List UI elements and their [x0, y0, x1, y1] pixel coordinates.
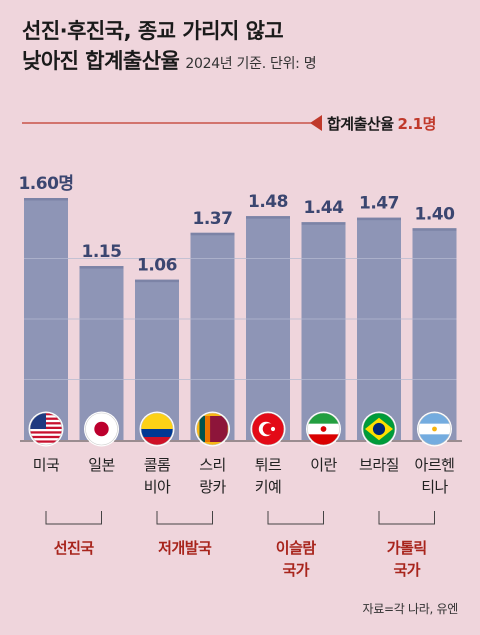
flag-band-blue [141, 429, 173, 437]
flag-stripe [30, 435, 62, 439]
group-label: 국가 [282, 561, 309, 579]
bar [246, 216, 290, 440]
category-label: 키예 [255, 478, 282, 496]
group-label: 국가 [393, 561, 420, 579]
value-label: 1.15 [82, 242, 122, 262]
category-label: 브라질 [359, 456, 399, 474]
group-bracket [156, 511, 213, 525]
value-label: 1.48 [248, 192, 288, 212]
flag-band-green [307, 413, 340, 424]
value-label: 1.44 [304, 198, 345, 218]
value-label: 1.47 [359, 194, 399, 214]
source-note: 자료=각 나라, 유엔 [362, 602, 459, 616]
flag-panel [210, 416, 228, 442]
bar [412, 228, 457, 440]
reference-arrow-icon [310, 115, 322, 131]
flag-band-orange [205, 416, 211, 442]
category-label: 콜롬 [144, 456, 171, 474]
value-label: 1.60명 [18, 174, 73, 194]
flag-stripe [30, 440, 62, 443]
flag-outline [196, 412, 229, 446]
reference-label: 합계출산율 2.1명 [327, 115, 436, 133]
chart-title: 선진·후진국, 종교 가리지 않고 낮아진 합계출산율 2024년 기준. 단위:… [22, 16, 317, 79]
group-label: 선진국 [54, 539, 95, 557]
value-label: 1.40 [415, 204, 456, 224]
category-label: 랑카 [199, 478, 226, 496]
category-label: 비아 [144, 478, 171, 496]
bar-top-edge [357, 217, 401, 221]
category-label: 아르헨 [415, 456, 455, 474]
category-label: 스리 [199, 456, 226, 474]
bar-top-edge [79, 266, 124, 269]
japan-flag-icon [85, 413, 118, 445]
flag-band-blue [418, 413, 451, 424]
bar [357, 217, 401, 440]
flag-outline [418, 412, 451, 446]
category-label: 미국 [33, 456, 60, 474]
category-label: 일본 [88, 456, 115, 474]
bar [301, 222, 346, 440]
flag-band-red [141, 437, 173, 445]
group-label: 이슬람 [276, 539, 317, 557]
flag-emblem [320, 426, 327, 432]
group-bracket [267, 511, 324, 525]
group-label: 저개발국 [158, 539, 212, 557]
flag-star [270, 426, 276, 432]
bar-top-edge [135, 279, 179, 283]
category-label: 튀르 [255, 456, 282, 474]
reference-value: 2.1명 [398, 115, 436, 133]
bar [190, 232, 235, 440]
brazil-flag-icon [363, 413, 395, 445]
flag-outline [251, 412, 285, 446]
value-label: 1.06 [137, 256, 177, 276]
bar-top-edge [301, 222, 346, 225]
argentina-flag-icon [418, 413, 451, 445]
category-label: 티나 [421, 478, 448, 496]
bar [79, 266, 124, 440]
title-line-1: 선진·후진국, 종교 가리지 않고 [22, 19, 284, 43]
bar-top-edge [24, 198, 68, 201]
value-label: 1.37 [193, 209, 233, 229]
category-label: 이란 [310, 456, 337, 474]
flag-band-yellow [141, 413, 173, 429]
flag-outline [29, 412, 63, 446]
bar-top-edge [412, 228, 457, 231]
bar-top-edge [190, 232, 235, 236]
flag-band-red [307, 434, 340, 445]
flag-outline [307, 412, 340, 446]
flag-sun [432, 426, 437, 432]
group-bracket [45, 511, 102, 525]
flag-globe [372, 422, 386, 436]
colombia-flag-icon [141, 413, 173, 445]
flag-disc [94, 421, 109, 437]
flag-crescent-inner [262, 423, 275, 435]
group-label: 가톨릭 [387, 539, 427, 557]
flag-outline [85, 412, 118, 446]
iran-flag-icon [307, 413, 340, 445]
bar-top-edge [246, 216, 290, 219]
sri-lanka-flag-icon [196, 413, 229, 445]
flag-stripe [30, 431, 62, 434]
flag-band-green [199, 416, 206, 442]
chart-subtitle: 2024년 기준. 단위: 명 [185, 56, 317, 72]
flag-outline [362, 412, 396, 446]
flag-outline [140, 412, 174, 446]
group-bracket [378, 511, 435, 525]
title-line-2: 낮아진 합계출산율 [22, 49, 180, 73]
turkey-flag-icon [252, 413, 284, 445]
flag-band-blue [418, 434, 451, 445]
usa-flag-icon [30, 413, 62, 445]
